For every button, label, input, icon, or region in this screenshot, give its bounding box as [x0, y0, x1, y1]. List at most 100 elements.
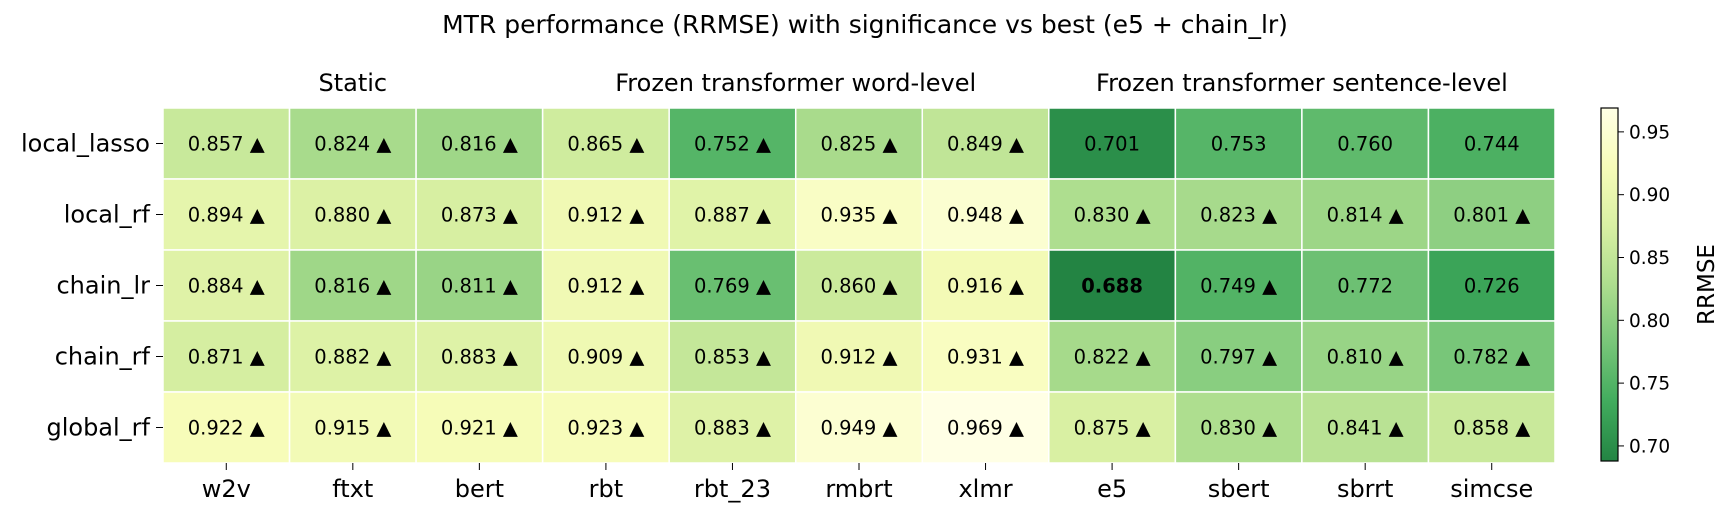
heatmap-cell — [415, 178, 544, 251]
heatmap-cell — [794, 107, 924, 180]
cell-value-label: 0.860 ▲ — [820, 275, 897, 298]
heatmap-cell — [1427, 320, 1556, 393]
heatmap-cells: 0.857 ▲ 0.824 ▲ 0.816 ▲ 0.865 ▲ 0.752 ▲ 0.825… — [162, 107, 1556, 464]
heatmap-cell — [1427, 391, 1556, 464]
cell-value-label: 0.857 ▲ — [188, 133, 265, 156]
heatmap-cell — [288, 107, 417, 180]
cell-value-label: 0.701 — [1084, 133, 1140, 156]
cell-value-label: 0.871 ▲ — [188, 346, 265, 369]
heatmap-cell — [794, 320, 924, 393]
heatmap-cell — [1048, 107, 1177, 180]
cell-value-label: 0.816 ▲ — [314, 275, 391, 298]
cell-value-label: 0.782 ▲ — [1453, 346, 1530, 369]
heatmap-cell — [794, 391, 924, 464]
cell-value-label: 0.769 ▲ — [694, 275, 771, 298]
cell-value-label: 0.912 ▲ — [820, 346, 897, 369]
row-labels: local_lasso local_rf chain_lr chain_rfgloba… — [21, 130, 163, 442]
colorbar: 0.70 0.75 0.80 0.85 0.90 0.95 RRMSE — [1600, 107, 1720, 462]
row-label: local_rf — [64, 201, 151, 229]
colorbar-tick-label: 0.95 — [1629, 122, 1670, 143]
heatmap-cell — [1048, 178, 1177, 251]
cell-value-label: 0.822 ▲ — [1074, 346, 1151, 369]
heatmap-cell — [415, 391, 544, 464]
column-label: e5 — [1097, 475, 1127, 503]
cell-value-label: 0.921 ▲ — [441, 417, 518, 440]
heatmap-cell — [1174, 320, 1303, 393]
cell-value-label: 0.873 ▲ — [441, 204, 518, 227]
cell-value-label: 0.797 ▲ — [1200, 346, 1277, 369]
cell-value-label: 0.825 ▲ — [820, 133, 897, 156]
chart-title: MTR performance (RRMSE) with significanc… — [442, 10, 1288, 39]
heatmap-cell — [668, 178, 797, 251]
heatmap-cell — [1427, 249, 1556, 322]
heatmap-cell — [415, 107, 544, 180]
cell-value-label: 0.830 ▲ — [1074, 204, 1151, 227]
colorbar-tick-label: 0.90 — [1629, 185, 1670, 206]
cell-value-label: 0.811 ▲ — [441, 275, 518, 298]
column-label: xlmr — [958, 475, 1012, 503]
colorbar-tick-label: 0.80 — [1629, 311, 1670, 332]
heatmap-cell — [668, 249, 797, 322]
colorbar-tick-label: 0.70 — [1629, 436, 1670, 457]
cell-value-label: 0.853 ▲ — [694, 346, 771, 369]
column-label: rbt — [589, 475, 624, 503]
cell-value-label: 0.882 ▲ — [314, 346, 391, 369]
cell-value-label: 0.949 ▲ — [820, 417, 897, 440]
column-label: rmbrt — [825, 475, 892, 503]
column-group-labels: Static Frozen transformer word-level Froze… — [319, 69, 1508, 97]
column-group-label: Static — [319, 69, 388, 97]
cell-value-label: 0.810 ▲ — [1327, 346, 1404, 369]
cell-value-label: 0.772 — [1337, 275, 1393, 298]
cell-value-label: 0.894 ▲ — [188, 204, 265, 227]
heatmap-cell — [794, 249, 924, 322]
cell-value-label: 0.753 — [1211, 133, 1267, 156]
cell-value-label: 0.883 ▲ — [441, 346, 518, 369]
heatmap-cell — [668, 391, 797, 464]
heatmap-cell — [1427, 178, 1556, 251]
cell-value-label: 0.841 ▲ — [1327, 417, 1404, 440]
cell-value-label: 0.883 ▲ — [694, 417, 771, 440]
cell-value-label: 0.824 ▲ — [314, 133, 391, 156]
column-group-label: Frozen transformer sentence-level — [1096, 69, 1508, 97]
heatmap-cell — [162, 107, 291, 180]
cell-value-label: 0.865 ▲ — [567, 133, 644, 156]
cell-value-label: 0.760 — [1337, 133, 1393, 156]
heatmap-cell — [415, 249, 544, 322]
column-group-label: Frozen transformer word-level — [615, 69, 976, 97]
cell-value-label: 0.744 — [1464, 133, 1520, 156]
heatmap-cell — [1301, 178, 1430, 251]
heatmap-cell — [162, 249, 291, 322]
heatmap-cell — [1301, 320, 1430, 393]
cell-value-label: 0.814 ▲ — [1327, 204, 1404, 227]
column-label: simcse — [1450, 475, 1533, 503]
heatmap-cell — [794, 178, 924, 251]
cell-value-label: 0.948 ▲ — [947, 204, 1024, 227]
cell-value-label: 0.912 ▲ — [567, 275, 644, 298]
colorbar-tick-label: 0.75 — [1629, 374, 1670, 395]
cell-value-label: 0.688 — [1081, 275, 1143, 298]
cell-value-label: 0.915 ▲ — [314, 417, 391, 440]
cell-value-label: 0.830 ▲ — [1200, 417, 1277, 440]
heatmap-cell — [415, 320, 544, 393]
heatmap-cell — [1301, 391, 1430, 464]
cell-value-label: 0.912 ▲ — [567, 204, 644, 227]
cell-value-label: 0.969 ▲ — [947, 417, 1024, 440]
cell-value-label: 0.752 ▲ — [694, 133, 771, 156]
row-label: global_rf — [46, 414, 150, 442]
cell-value-label: 0.858 ▲ — [1453, 417, 1530, 440]
heatmap-cell — [1174, 249, 1303, 322]
cell-value-label: 0.931 ▲ — [947, 346, 1024, 369]
heatmap-cell — [162, 178, 291, 251]
cell-value-label: 0.916 ▲ — [947, 275, 1024, 298]
column-label: w2v — [202, 475, 251, 503]
heatmap-cell — [1174, 178, 1303, 251]
heatmap-cell — [1174, 391, 1303, 464]
heatmap-cell — [921, 178, 1050, 251]
cell-value-label: 0.884 ▲ — [188, 275, 265, 298]
heatmap-cell — [288, 391, 417, 464]
heatmap-cell — [921, 391, 1050, 464]
heatmap-cell — [1427, 107, 1556, 180]
column-labels: w2v ftxt bert rbt rbt_23 rmbrt xlmr e5 sbert sbrr… — [202, 463, 1533, 503]
heatmap-cell — [541, 320, 670, 393]
